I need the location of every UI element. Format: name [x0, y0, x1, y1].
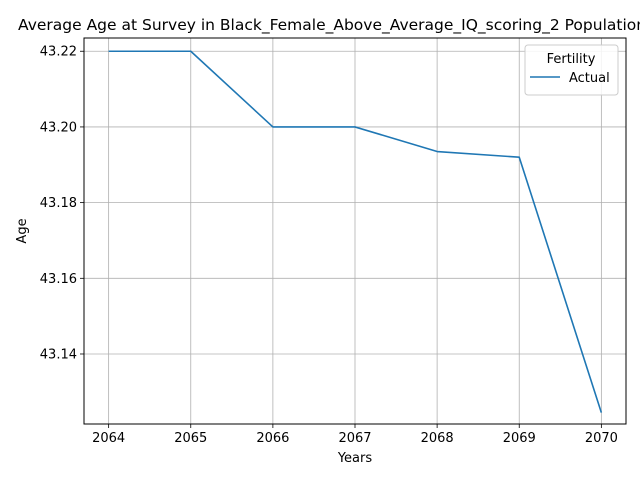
y-tick-label: 43.18 — [40, 196, 77, 211]
y-tick-label: 43.14 — [40, 347, 77, 362]
x-tick-label: 2066 — [256, 431, 289, 446]
grid — [84, 38, 626, 424]
legend: Fertility Actual — [524, 44, 619, 96]
x-tick-label: 2067 — [338, 431, 371, 446]
y-tick-label: 43.22 — [40, 45, 77, 60]
legend-box — [524, 44, 619, 96]
x-tick-label: 2065 — [174, 431, 207, 446]
y-axis-title: Age — [15, 218, 30, 243]
legend-title: Fertility — [547, 52, 596, 67]
y-tick-label: 43.20 — [40, 120, 77, 135]
legend-label-actual: Actual — [569, 71, 610, 86]
x-tick-label: 2070 — [585, 431, 618, 446]
x-tick-label: 2069 — [503, 431, 536, 446]
series-group — [108, 50, 603, 413]
y-tick-label: 43.16 — [40, 272, 77, 287]
y-axis: 43.14 43.16 43.18 43.20 43.22 — [40, 45, 84, 362]
x-axis: 2064 2065 2066 2067 2068 2069 2070 — [92, 424, 618, 446]
chart-title: Average Age at Survey in Black_Female_Ab… — [18, 16, 640, 35]
x-axis-title: Years — [337, 451, 373, 466]
x-tick-label: 2068 — [421, 431, 454, 446]
x-tick-label: 2064 — [92, 431, 125, 446]
